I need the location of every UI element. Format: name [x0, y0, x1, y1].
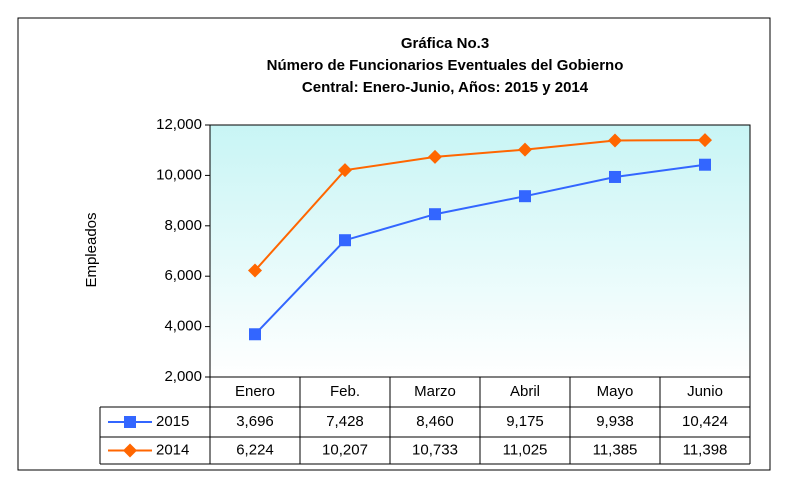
y-tick-label: 4,000 — [164, 318, 202, 335]
marker — [249, 328, 261, 341]
x-tick-label: Junio — [687, 383, 723, 400]
marker — [698, 133, 712, 148]
table-value: 3,696 — [236, 413, 274, 430]
marker — [124, 416, 136, 428]
table-value: 11,385 — [593, 441, 638, 458]
chart-title: Gráfica No.3 — [401, 35, 489, 52]
x-tick-label: Mayo — [597, 383, 634, 400]
y-axis-label: Empleados — [83, 212, 100, 287]
legend-label: 2014 — [156, 441, 189, 458]
table-value: 10,207 — [322, 441, 368, 458]
y-tick-label: 8,000 — [164, 217, 202, 234]
y-tick-label: 12,000 — [156, 116, 202, 133]
marker — [339, 234, 351, 247]
table-value: 10,733 — [412, 441, 458, 458]
y-tick-label: 10,000 — [156, 166, 202, 183]
marker — [248, 263, 262, 278]
marker — [608, 133, 622, 148]
x-tick-label: Marzo — [414, 383, 456, 400]
x-tick-label: Abril — [510, 383, 540, 400]
y-tick-label: 2,000 — [164, 368, 202, 385]
marker — [338, 163, 352, 178]
marker — [429, 208, 441, 221]
table-value: 11,398 — [683, 441, 728, 458]
marker — [609, 170, 621, 183]
y-tick-label: 6,000 — [164, 267, 202, 284]
chart-title: Central: Enero-Junio, Años: 2015 y 2014 — [302, 79, 589, 96]
marker — [428, 149, 442, 164]
series-line — [254, 163, 706, 335]
table-value: 11,025 — [503, 441, 548, 458]
table-value: 10,424 — [682, 413, 728, 430]
table-value: 6,224 — [236, 441, 274, 458]
marker — [518, 142, 532, 157]
marker — [123, 443, 137, 458]
table-value: 9,938 — [596, 413, 634, 430]
x-tick-label: Enero — [235, 383, 275, 400]
marker — [519, 190, 531, 203]
chart-title: Número de Funcionarios Eventuales del Go… — [267, 57, 624, 74]
x-tick-label: Feb. — [330, 383, 360, 400]
table-value: 7,428 — [326, 413, 364, 430]
legend-label: 2015 — [156, 413, 189, 430]
plot-area — [209, 124, 751, 378]
table-value: 9,175 — [506, 413, 544, 430]
series-line — [254, 139, 706, 272]
table-value: 8,460 — [416, 413, 454, 430]
marker — [699, 158, 711, 171]
